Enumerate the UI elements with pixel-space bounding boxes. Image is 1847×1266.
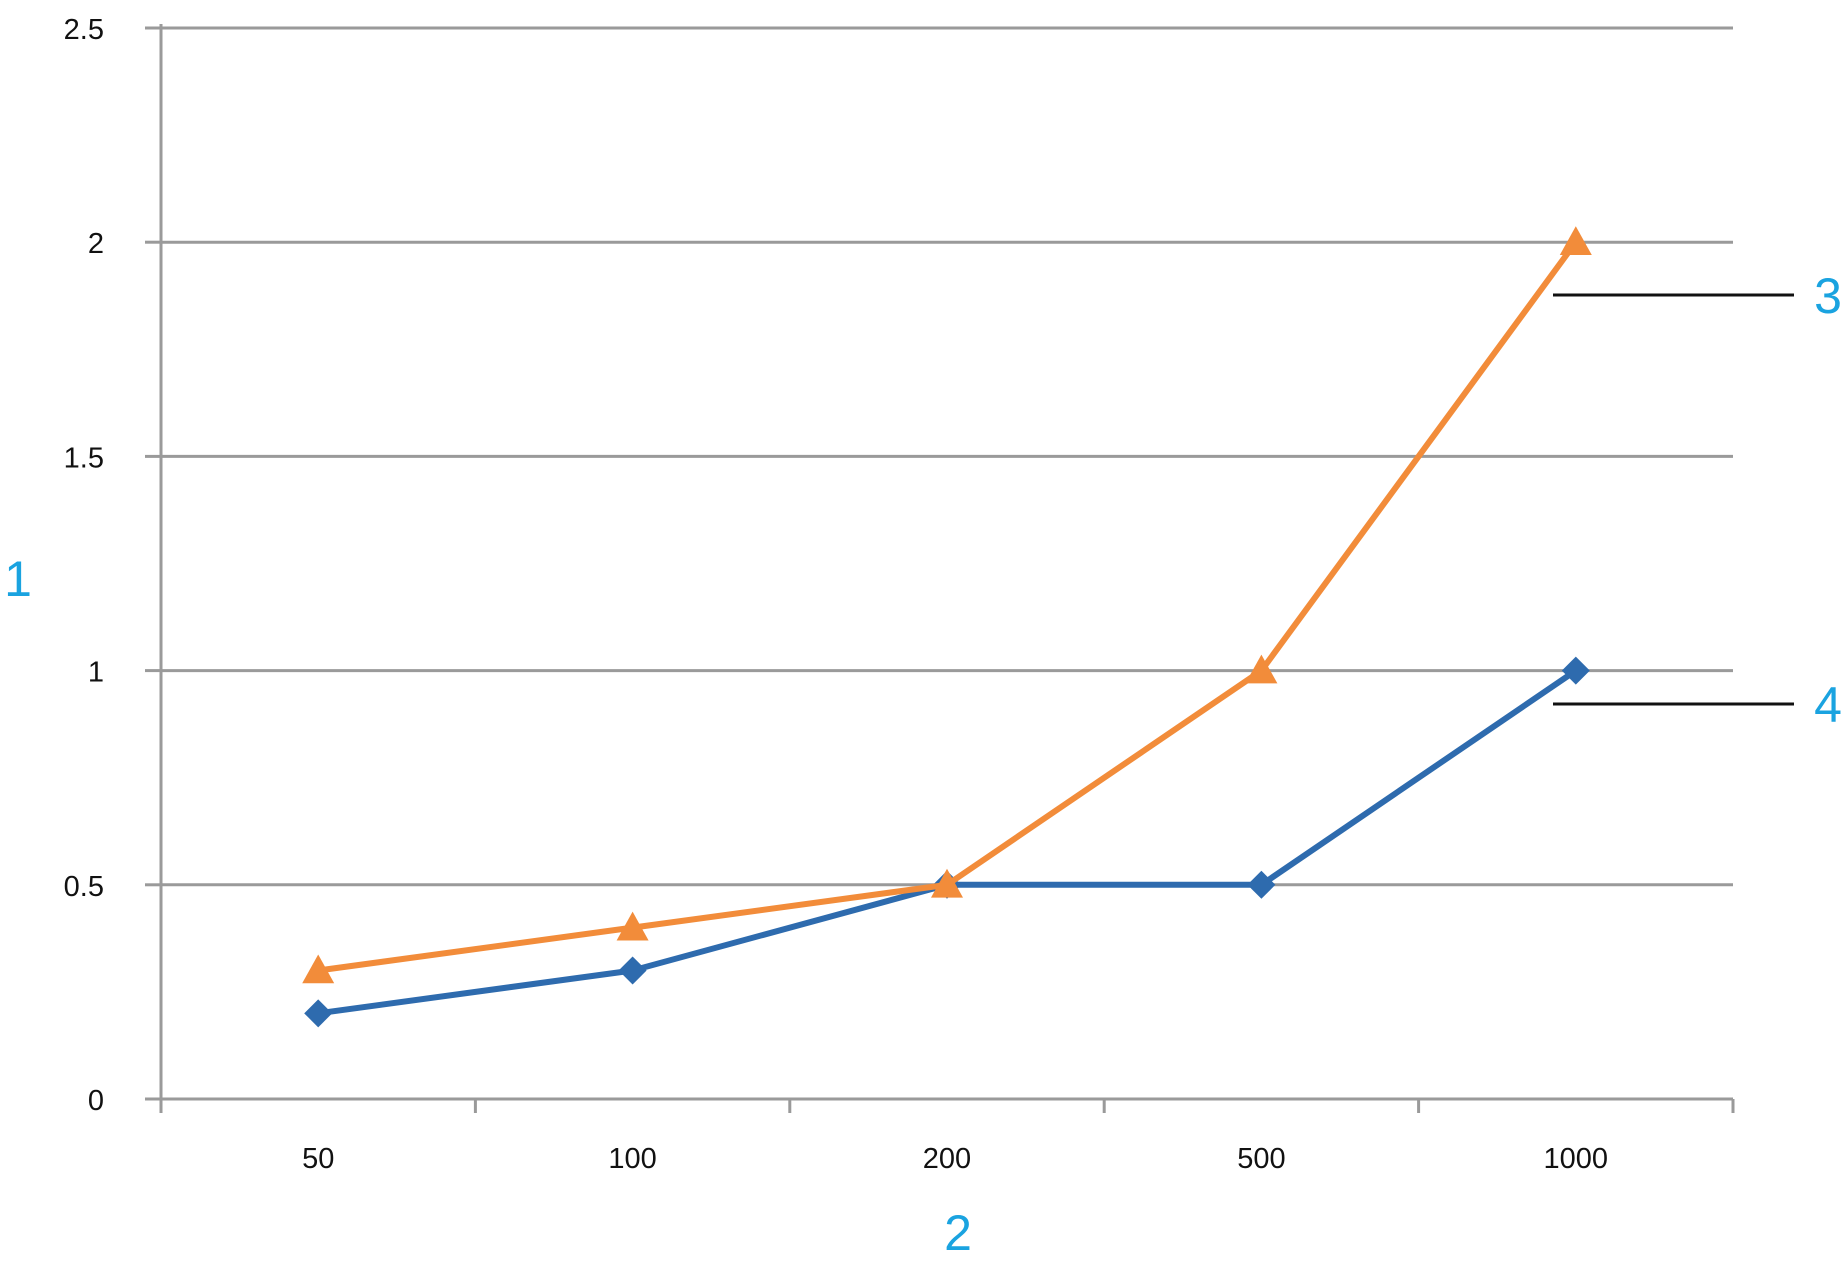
callout-label: 4 <box>1814 677 1842 733</box>
y-tick-labels: 0 0.5 1 1.5 2 2.5 <box>64 14 104 1117</box>
x-tick-label: 50 <box>302 1143 334 1175</box>
grid-lines <box>161 26 1733 887</box>
x-tick-label: 500 <box>1237 1143 1285 1175</box>
y-tick-label: 1.5 <box>64 442 104 474</box>
x-tick-label: 200 <box>923 1143 971 1175</box>
triangle-marker <box>1559 226 1592 255</box>
y-tick-label: 1 <box>88 657 104 689</box>
callout-label: 3 <box>1814 268 1842 324</box>
y-tick-label: 2 <box>88 228 104 260</box>
diamond-marker <box>1247 870 1276 899</box>
series-2 <box>304 656 1590 1028</box>
axes <box>145 24 1735 1113</box>
y-axis-label: 1 <box>4 551 32 607</box>
series-1-line <box>315 239 1579 974</box>
series-2-line <box>315 667 1579 1017</box>
triangle-marker <box>616 911 649 941</box>
series <box>302 226 1592 1028</box>
diamond-marker <box>1561 656 1590 685</box>
y-tick-label: 0.5 <box>64 871 104 903</box>
callouts: 34 <box>1553 268 1842 733</box>
x-tick-label: 1000 <box>1544 1143 1609 1175</box>
diamond-marker <box>618 956 647 985</box>
x-tick-label: 100 <box>608 1143 656 1175</box>
x-tick-labels: 50 100 200 500 1000 <box>302 1143 1608 1175</box>
triangle-marker <box>302 954 335 984</box>
triangle-marker <box>931 868 963 898</box>
diamond-marker <box>304 999 333 1028</box>
triangle-marker <box>1245 654 1278 684</box>
y-tick-label: 2.5 <box>64 14 104 46</box>
series-1 <box>302 226 1592 984</box>
y-tick-label: 0 <box>88 1085 104 1117</box>
x-axis-label: 2 <box>944 1205 972 1261</box>
